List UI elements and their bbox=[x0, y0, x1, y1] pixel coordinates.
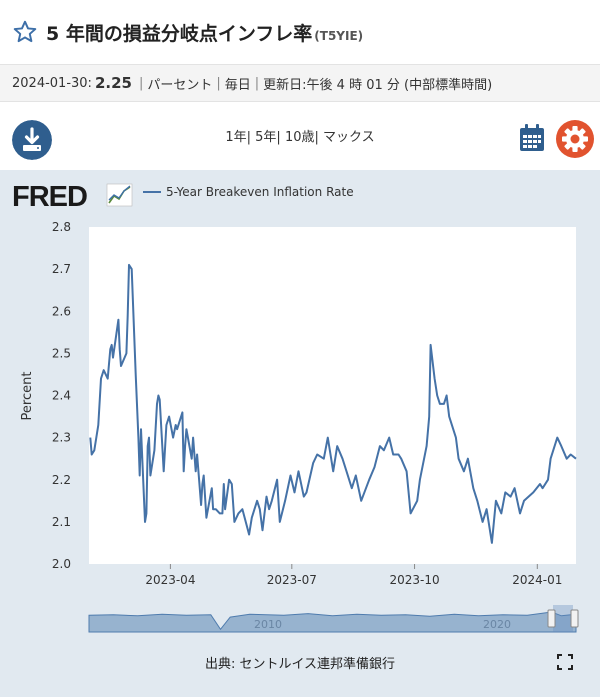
date-range-selector: 1年| 5年| 10歳| マックス bbox=[0, 126, 600, 145]
divider: | bbox=[138, 75, 144, 91]
fullscreen-icon[interactable] bbox=[557, 654, 573, 670]
y-axis: 2.0 2.1 2.2 2.3 2.4 2.5 2.6 2.7 2.8 bbox=[52, 220, 71, 571]
series-line bbox=[89, 263, 577, 544]
navigator-label-2010: 2010 bbox=[254, 618, 282, 631]
range-10y-link[interactable]: 10歳 bbox=[284, 130, 315, 145]
source-label: 出典: セントルイス連邦準備銀行 bbox=[204, 657, 396, 672]
x-tick-label: 2023-04 bbox=[145, 573, 195, 587]
chart-toolbar: 1年| 5年| 10歳| マックス bbox=[0, 102, 600, 170]
y-tick-label: 2.6 bbox=[52, 304, 71, 318]
x-axis: 2023-04 2023-07 2023-10 2024-01 bbox=[145, 564, 562, 587]
title-bar: 5 年間の損益分岐点インフレ率 (T5YIE) bbox=[0, 0, 600, 64]
chart-panel: FRED 5-Year Breakeven Inflation Rate 2.0… bbox=[0, 170, 600, 697]
calendar-icon[interactable] bbox=[519, 124, 545, 152]
navigator-handle-right[interactable] bbox=[570, 609, 579, 628]
plot-area bbox=[89, 227, 576, 564]
navigator-selection[interactable] bbox=[553, 605, 573, 632]
x-tick-label: 2023-10 bbox=[389, 573, 439, 587]
frequency-label: 毎日 bbox=[224, 77, 251, 93]
y-tick-label: 2.4 bbox=[52, 389, 71, 403]
observation-value: 2.25 bbox=[94, 74, 132, 92]
y-tick-label: 2.8 bbox=[52, 220, 71, 234]
legend-label: 5-Year Breakeven Inflation Rate bbox=[166, 185, 354, 199]
download-icon[interactable] bbox=[12, 120, 52, 160]
series-layer bbox=[89, 263, 577, 544]
divider: | bbox=[216, 75, 221, 91]
fred-logo: FRED bbox=[12, 181, 133, 213]
fred-logo-trend-2 bbox=[108, 185, 131, 201]
divider: | bbox=[314, 130, 319, 145]
y-tick-label: 2.1 bbox=[52, 515, 71, 529]
navigator-handle-left[interactable] bbox=[547, 609, 556, 628]
range-1y-link[interactable]: 1年 bbox=[225, 130, 247, 145]
y-tick-label: 2.2 bbox=[52, 473, 71, 487]
series-code: (T5YIE) bbox=[314, 29, 364, 43]
x-tick-label: 2024-01 bbox=[512, 573, 562, 587]
y-tick-label: 2.0 bbox=[52, 557, 71, 571]
navigator-label-2020: 2020 bbox=[483, 618, 511, 631]
observation-date: 2024-01-30: bbox=[12, 75, 92, 91]
range-5y-link[interactable]: 5年 bbox=[255, 130, 277, 145]
fred-logo-text: FRED bbox=[12, 181, 87, 213]
star-icon[interactable] bbox=[12, 19, 38, 45]
divider: | bbox=[276, 130, 281, 145]
y-axis-title: Percent bbox=[20, 372, 35, 421]
y-tick-label: 2.3 bbox=[52, 431, 71, 445]
series-title: 5 年間の損益分岐点インフレ率 bbox=[46, 22, 313, 45]
settings-gear-icon[interactable] bbox=[556, 120, 594, 158]
y-tick-label: 2.5 bbox=[52, 346, 71, 360]
divider: | bbox=[246, 130, 251, 145]
navigator[interactable]: 2010 2020 bbox=[88, 605, 579, 633]
line-chart: FRED 5-Year Breakeven Inflation Rate 2.0… bbox=[12, 181, 579, 633]
x-tick-label: 2023-07 bbox=[267, 573, 317, 587]
units-label: パーセント bbox=[147, 77, 213, 93]
updated-label: 更新日:午後 4 時 01 分 (中部標準時間) bbox=[263, 77, 493, 93]
y-tick-label: 2.7 bbox=[52, 262, 71, 276]
observation-meta: 2024-01-30: 2.25 | パーセント | 毎日 | 更新日:午後 4… bbox=[0, 64, 600, 102]
divider: | bbox=[254, 75, 260, 91]
range-max-link[interactable]: マックス bbox=[323, 130, 375, 145]
